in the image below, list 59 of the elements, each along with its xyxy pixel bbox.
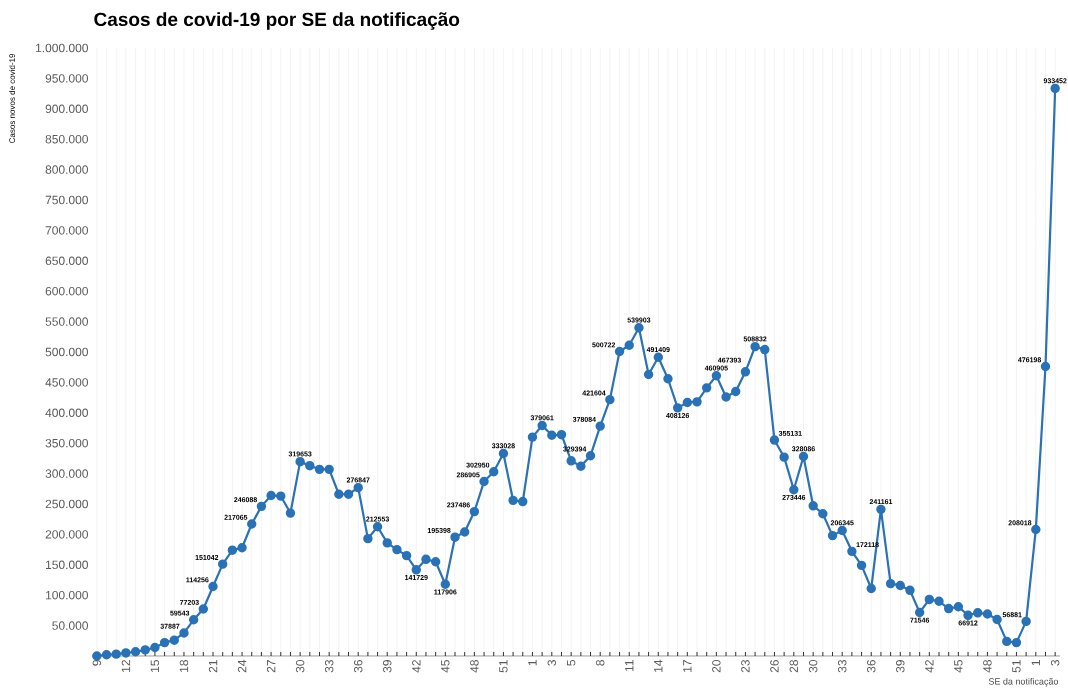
x-tick-label: 11 bbox=[625, 660, 634, 672]
x-tick-label: 28 bbox=[789, 660, 799, 673]
x-tick-label: 14 bbox=[654, 659, 663, 672]
x-tick-label: 51 bbox=[499, 660, 508, 673]
y-tick-label: 100.000 bbox=[46, 590, 88, 600]
y-tick-label: 600.000 bbox=[45, 286, 88, 296]
x-tick-label: 17 bbox=[683, 660, 692, 672]
x-tick-label: 18 bbox=[179, 660, 189, 672]
y-tick-label: 500.000 bbox=[45, 347, 88, 357]
x-tick-label: 21 bbox=[208, 660, 218, 673]
x-tick-label: 48 bbox=[983, 660, 992, 673]
x-tick-label: 33 bbox=[837, 660, 847, 673]
y-tick-label: 300.000 bbox=[45, 469, 88, 478]
x-tick-label: 15 bbox=[150, 660, 160, 672]
x-tick-label: 26 bbox=[770, 660, 779, 673]
x-tick-label: 45 bbox=[954, 660, 963, 673]
x-tick-label: 12 bbox=[121, 660, 131, 672]
x-tick-label: 24 bbox=[237, 659, 247, 673]
x-tick-label: 51 bbox=[1012, 660, 1021, 673]
x-tick-label: 42 bbox=[925, 660, 934, 673]
x-tick-label: 45 bbox=[441, 660, 450, 673]
x-tick-label: 3 bbox=[1050, 660, 1060, 666]
y-tick-label: 700.000 bbox=[45, 226, 88, 235]
y-tick-label: 650.000 bbox=[45, 256, 88, 266]
y-tick-label: 1.000.000 bbox=[36, 43, 88, 53]
y-tick-label: 850.000 bbox=[45, 134, 88, 144]
y-tick-label: 800.000 bbox=[45, 165, 88, 174]
x-tick-label: 39 bbox=[896, 660, 905, 673]
x-tick-label: 9 bbox=[92, 660, 102, 666]
x-tick-label: 1 bbox=[528, 660, 537, 666]
y-tick-label: 900.000 bbox=[45, 104, 88, 114]
y-tick-label: 150.000 bbox=[46, 560, 88, 570]
x-tick-label: 27 bbox=[266, 660, 276, 673]
y-tick-label: 350.000 bbox=[45, 438, 88, 448]
x-tick-label: 30 bbox=[295, 659, 305, 673]
x-tick-label: 33 bbox=[324, 660, 334, 673]
x-tick-label: 30 bbox=[808, 659, 818, 673]
x-tick-label: 39 bbox=[383, 660, 392, 673]
y-axis-title: Casos novos de covid-19 bbox=[9, 53, 15, 143]
x-tick-label: 48 bbox=[470, 660, 479, 673]
x-tick-label: 8 bbox=[595, 660, 605, 666]
x-tick-label: 36 bbox=[867, 660, 876, 673]
x-tick-label: 23 bbox=[741, 660, 750, 673]
y-tick-label: 450.000 bbox=[45, 378, 88, 387]
x-tick-label: 3 bbox=[547, 660, 557, 666]
x-tick-label: 1 bbox=[1031, 660, 1040, 666]
chart-title: Casos de covid-19 por SE da notificação bbox=[94, 12, 460, 30]
y-tick-label: 250.000 bbox=[45, 499, 88, 509]
x-tick-label: 5 bbox=[566, 660, 576, 666]
y-tick-label: 950.000 bbox=[45, 74, 88, 83]
y-tick-label: 400.000 bbox=[45, 408, 88, 418]
x-tick-label: 42 bbox=[412, 660, 421, 673]
x-tick-label: 36 bbox=[353, 660, 363, 673]
y-tick-label: 50.000 bbox=[52, 621, 89, 630]
y-tick-label: 550.000 bbox=[45, 317, 88, 326]
y-tick-label: 200.000 bbox=[45, 530, 88, 539]
x-axis-title: SE da notificação bbox=[988, 678, 1059, 687]
x-tick-label: 20 bbox=[712, 659, 721, 673]
y-tick-label: 750.000 bbox=[45, 195, 88, 205]
